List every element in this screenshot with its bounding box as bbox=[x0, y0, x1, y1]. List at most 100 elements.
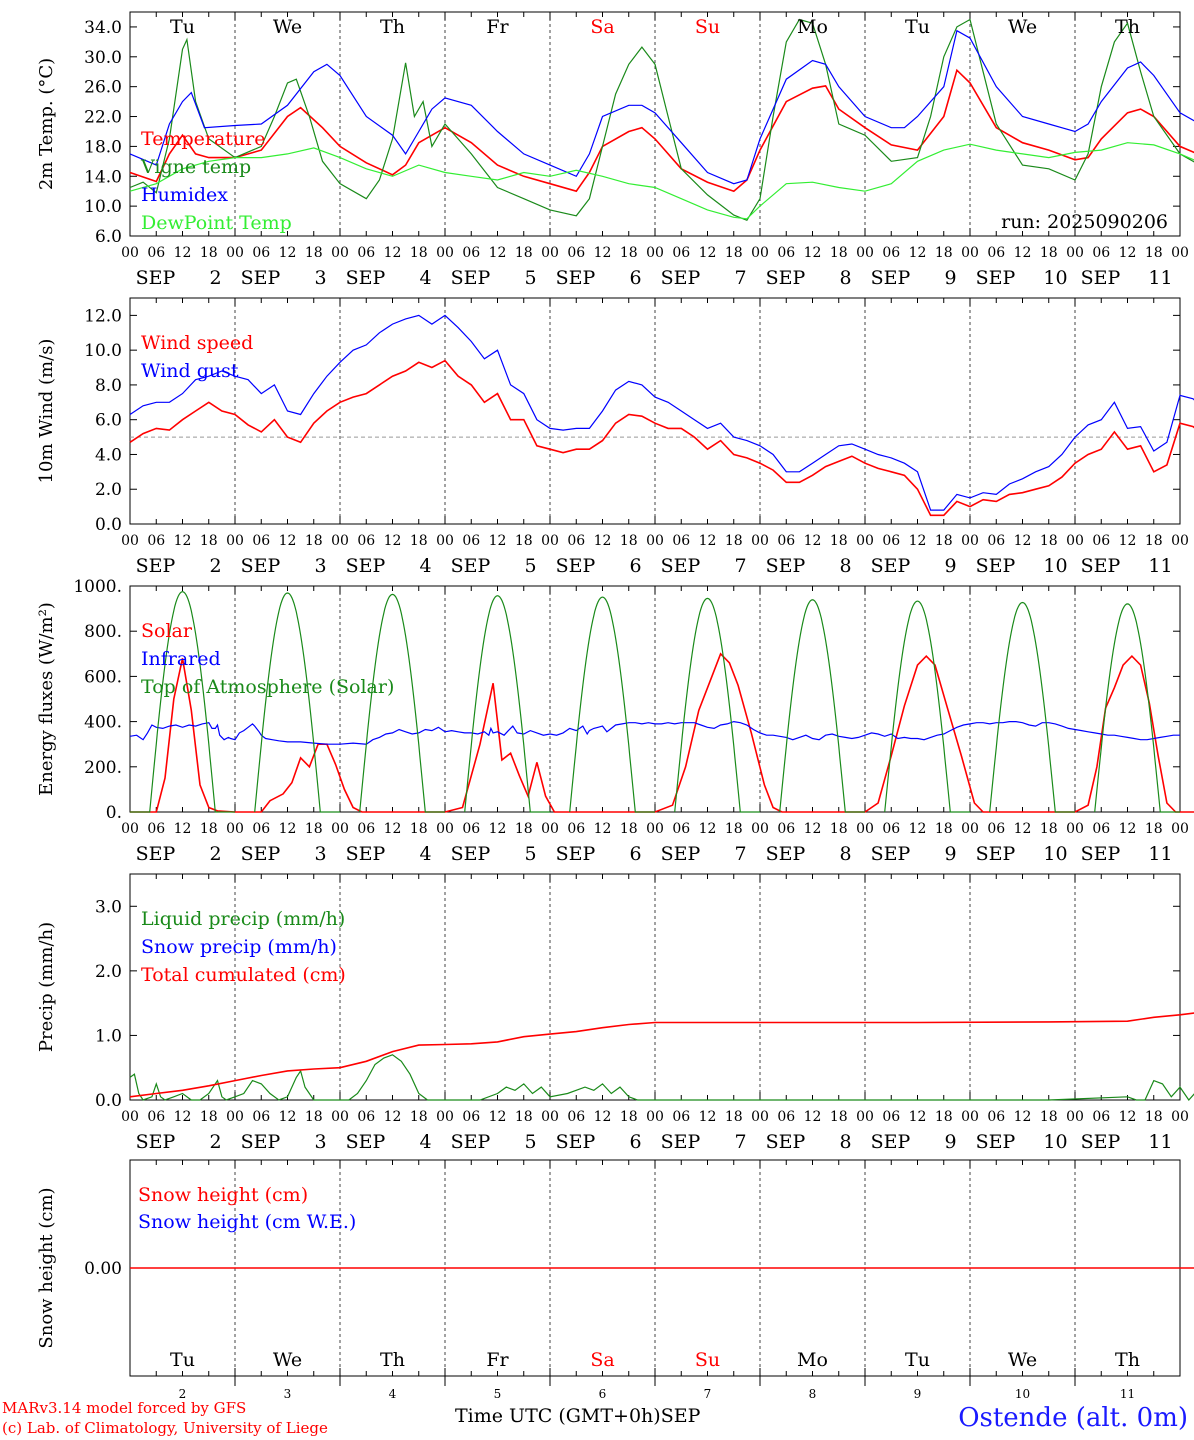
day-abbr: Su bbox=[695, 16, 720, 38]
date-day: 7 bbox=[734, 555, 746, 577]
hour-label: 12 bbox=[909, 245, 927, 261]
hour-label: 00 bbox=[1171, 821, 1189, 837]
y-axis-label: 2m Temp. (°C) bbox=[36, 58, 57, 190]
date-month: SEP bbox=[871, 555, 911, 577]
hour-label: 12 bbox=[1119, 245, 1137, 261]
y-axis-label: Snow height (cm) bbox=[36, 1187, 57, 1348]
hour-label: 06 bbox=[1092, 821, 1110, 837]
hour-label: 18 bbox=[200, 1109, 218, 1125]
hour-label: 12 bbox=[489, 245, 507, 261]
date-day: 9 bbox=[914, 1387, 922, 1401]
hour-label: 06 bbox=[777, 245, 795, 261]
hour-label: 18 bbox=[935, 1109, 953, 1125]
legend-entry: Snow height (cm W.E.) bbox=[138, 1211, 356, 1233]
hour-label: 00 bbox=[961, 533, 979, 549]
date-month: SEP bbox=[1081, 555, 1121, 577]
y-tick-label: 6.0 bbox=[95, 227, 122, 247]
y-tick-label: 3.0 bbox=[95, 897, 122, 917]
hour-label: 12 bbox=[699, 1109, 717, 1125]
date-day: 9 bbox=[944, 1131, 956, 1153]
date-day: 11 bbox=[1148, 267, 1172, 289]
hour-label: 18 bbox=[725, 533, 743, 549]
hour-label: 00 bbox=[436, 821, 454, 837]
legend-entry: DewPoint Temp bbox=[141, 212, 292, 234]
date-day: 2 bbox=[209, 267, 221, 289]
hour-label: 12 bbox=[279, 533, 297, 549]
date-month: SEP bbox=[241, 1131, 281, 1153]
hour-label: 06 bbox=[252, 245, 270, 261]
time-axis-label: Time UTC (GMT+0h)SEP bbox=[455, 1405, 700, 1427]
hour-label: 12 bbox=[699, 821, 717, 837]
day-abbr: Tu bbox=[905, 1349, 930, 1371]
hour-label: 00 bbox=[751, 245, 769, 261]
hour-label: 18 bbox=[515, 533, 533, 549]
date-day: 9 bbox=[944, 555, 956, 577]
legend-entry: Wind speed bbox=[141, 332, 253, 354]
hour-label: 00 bbox=[226, 533, 244, 549]
hour-label: 00 bbox=[961, 1109, 979, 1125]
date-day: 11 bbox=[1148, 555, 1172, 577]
legend-entry: Humidex bbox=[141, 184, 228, 206]
date-day: 8 bbox=[809, 1387, 817, 1401]
series-line bbox=[129, 720, 1180, 745]
date-day: 7 bbox=[704, 1387, 712, 1401]
date-month: SEP bbox=[451, 843, 491, 865]
date-month: SEP bbox=[136, 267, 176, 289]
legend-entry: Snow height (cm) bbox=[138, 1184, 308, 1206]
date-day: 10 bbox=[1043, 555, 1067, 577]
date-day: 4 bbox=[419, 555, 431, 577]
hour-label: 06 bbox=[882, 821, 900, 837]
hour-label: 12 bbox=[1014, 533, 1032, 549]
legend-entry: Wind gust bbox=[141, 360, 239, 382]
date-day: 8 bbox=[839, 1131, 851, 1153]
hour-label: 06 bbox=[147, 1109, 165, 1125]
hour-label: 00 bbox=[121, 821, 139, 837]
date-month: SEP bbox=[451, 555, 491, 577]
hour-label: 12 bbox=[279, 821, 297, 837]
y-tick-label: 12.0 bbox=[84, 306, 122, 326]
day-abbr: Mo bbox=[797, 1349, 828, 1371]
hour-label: 00 bbox=[856, 1109, 874, 1125]
y-tick-label: 200. bbox=[84, 758, 122, 778]
day-abbr: Th bbox=[380, 1349, 405, 1371]
date-month: SEP bbox=[136, 1131, 176, 1153]
hour-label: 18 bbox=[410, 533, 428, 549]
date-month: SEP bbox=[766, 843, 806, 865]
hour-label: 12 bbox=[279, 1109, 297, 1125]
series-line bbox=[129, 29, 1194, 185]
hour-label: 18 bbox=[725, 821, 743, 837]
hour-label: 06 bbox=[882, 533, 900, 549]
hour-label: 06 bbox=[777, 1109, 795, 1125]
hour-label: 18 bbox=[935, 533, 953, 549]
day-abbr: Su bbox=[695, 1349, 720, 1371]
panel-0 bbox=[129, 11, 1194, 237]
date-day: 5 bbox=[524, 843, 536, 865]
hour-label: 12 bbox=[909, 533, 927, 549]
hour-label: 18 bbox=[620, 1109, 638, 1125]
series-line bbox=[129, 1054, 1194, 1101]
day-abbr: Th bbox=[380, 16, 405, 38]
y-tick-label: 0.0 bbox=[95, 515, 122, 535]
date-day: 7 bbox=[734, 843, 746, 865]
hour-label: 18 bbox=[200, 245, 218, 261]
date-day: 9 bbox=[944, 267, 956, 289]
panel-2 bbox=[129, 585, 1194, 813]
hour-label: 12 bbox=[174, 533, 192, 549]
hour-label: 00 bbox=[856, 245, 874, 261]
date-day: 2 bbox=[179, 1387, 187, 1401]
day-abbr: Th bbox=[1115, 1349, 1140, 1371]
hour-label: 06 bbox=[1092, 533, 1110, 549]
hour-label: 00 bbox=[646, 1109, 664, 1125]
date-day: 3 bbox=[284, 1387, 292, 1401]
date-day: 4 bbox=[419, 1131, 431, 1153]
hour-label: 00 bbox=[1171, 245, 1189, 261]
hour-label: 06 bbox=[1092, 1109, 1110, 1125]
date-month: SEP bbox=[871, 843, 911, 865]
hour-label: 06 bbox=[672, 533, 690, 549]
day-abbr: We bbox=[1008, 16, 1037, 38]
date-month: SEP bbox=[136, 555, 176, 577]
series-line bbox=[129, 142, 1194, 220]
date-day: 3 bbox=[314, 555, 326, 577]
hour-label: 00 bbox=[541, 533, 559, 549]
